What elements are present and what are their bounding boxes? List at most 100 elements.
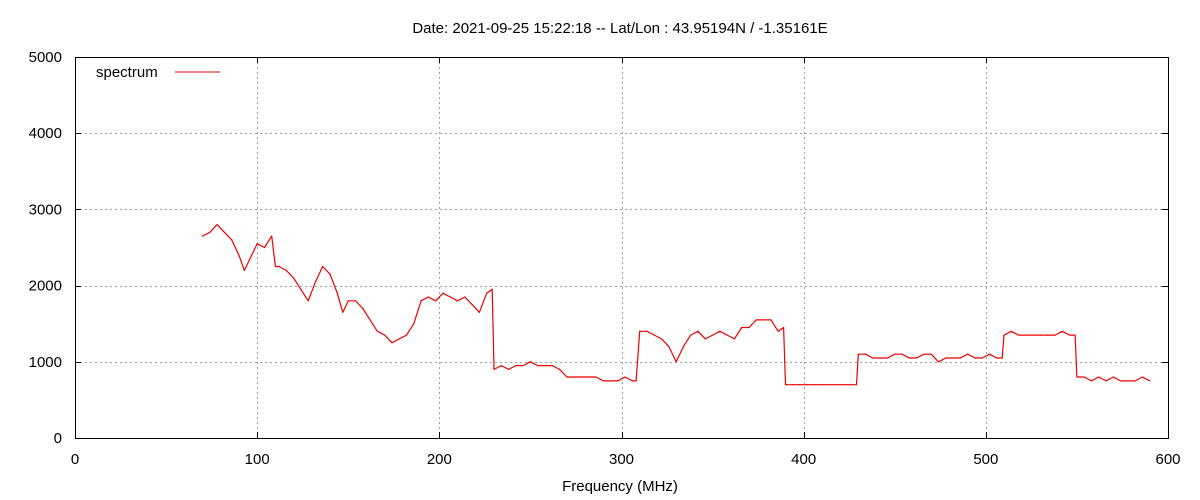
data-point [369,319,371,321]
data-point [376,330,378,332]
data-point [442,292,444,294]
data-point [544,365,546,367]
data-point [493,368,495,370]
data-point [908,357,910,359]
data-point [362,307,364,310]
data-point [391,342,393,344]
data-point [763,319,765,321]
data-point [967,353,969,355]
data-point [508,368,510,370]
data-point [704,338,706,340]
data-point [588,376,590,378]
data-point [566,376,568,378]
data-point [336,292,338,294]
data-point [814,384,816,386]
data-point [988,353,991,355]
y-tick-label: 4000 [29,125,62,142]
data-point [515,365,517,367]
data-point [828,384,830,386]
data-point [300,288,302,290]
data-point [855,384,858,386]
data-point [712,334,714,336]
data-point [322,265,324,268]
data-point [1112,376,1114,378]
data-point [1134,380,1136,382]
data-point [398,338,400,340]
data-point [602,380,604,382]
data-point [806,384,808,386]
data-point [879,357,881,359]
data-point [329,273,331,275]
data-point [697,330,699,332]
chart-title: Date: 2021-09-25 15:22:18 -- Lat/Lon : 4… [412,20,827,37]
x-tick-label: 100 [245,451,270,468]
data-point [263,246,266,249]
y-tick-label: 2000 [29,278,62,295]
data-point [271,235,273,237]
data-point [784,384,787,386]
x-tick-label: 200 [427,451,452,468]
data-point [996,357,998,359]
data-point [923,353,925,355]
data-point [719,330,721,332]
series-line [202,224,1151,386]
data-point [777,330,779,332]
data-point [850,384,852,386]
data-point [661,338,663,340]
data-point [843,384,845,386]
data-point [464,296,466,298]
data-point [216,224,218,226]
x-tick-label: 300 [609,451,634,468]
data-point [1047,334,1049,336]
data-point [285,269,287,271]
data-point [1010,330,1012,332]
data-point [1149,380,1151,382]
data-point [529,361,532,363]
data-point [384,334,386,336]
data-point [274,265,276,268]
data-point [314,281,317,283]
data-point [435,300,437,302]
data-point [307,300,309,302]
data-point [573,376,575,378]
data-point [293,277,295,279]
data-point [668,346,670,348]
data-point [1074,334,1076,336]
data-point [243,269,245,271]
y-tick-label: 3000 [29,201,62,218]
data-point [857,353,859,355]
data-point [342,311,344,313]
data-point [449,296,451,298]
data-point [835,384,838,386]
data-point [981,357,983,359]
data-point [223,231,225,233]
x-axis-label: Frequency (MHz) [562,478,678,495]
data-point [354,300,357,302]
data-point [726,334,728,336]
data-point [1141,376,1144,378]
x-tick-label: 500 [973,451,998,468]
data-point [646,330,648,332]
data-point [959,357,961,359]
data-point [347,300,349,302]
data-point [201,235,204,237]
data-point [952,357,954,359]
data-point [256,243,258,245]
data-point [551,365,553,367]
data-point [486,292,488,294]
data-point [231,239,233,241]
data-point [1069,334,1071,336]
data-point [741,326,743,329]
data-point [522,365,524,367]
data-point [491,288,493,290]
data-point [974,357,976,359]
data-point [799,384,801,386]
data-point [631,380,634,382]
y-tick-label: 5000 [29,49,62,66]
data-point [770,319,772,321]
legend-label: spectrum [96,64,158,81]
data-point [471,304,473,306]
data-point [456,300,459,302]
data-point [1032,334,1034,336]
